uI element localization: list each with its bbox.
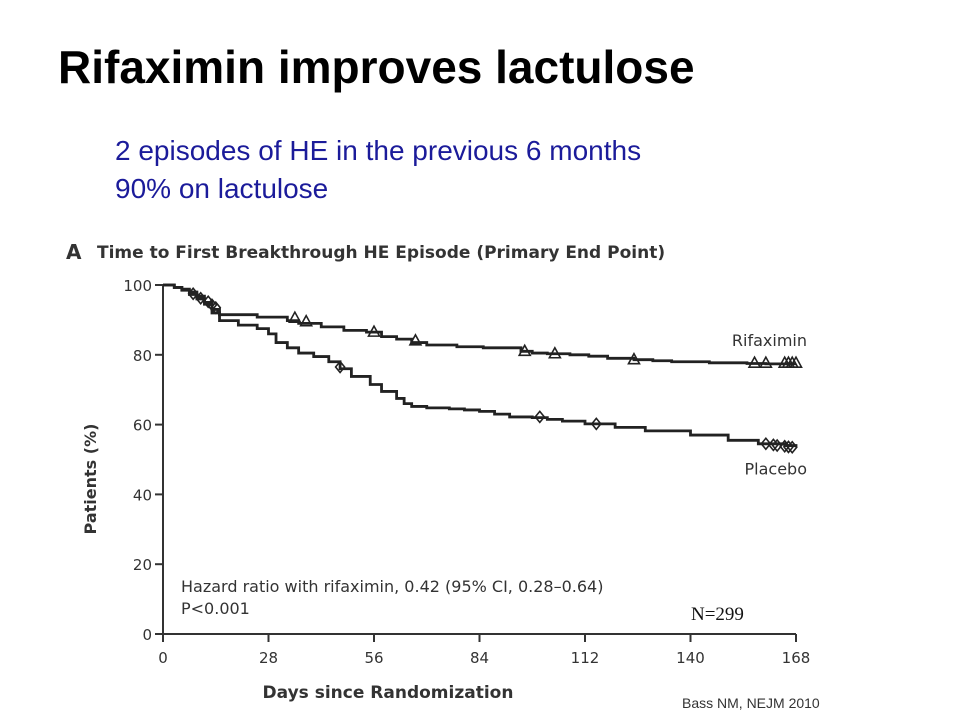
rifaximin-censor-mark <box>759 355 773 368</box>
series-layer: Rifaximin Placebo <box>163 283 807 478</box>
placebo-censor-mark <box>334 360 346 374</box>
rifaximin-censor-mark <box>367 324 381 337</box>
placebo-censor-mark <box>590 417 602 431</box>
rifaximin-censor-mark <box>548 346 562 359</box>
rifaximin-censor-mark <box>299 313 314 327</box>
rifaximin-censor-mark <box>789 355 803 368</box>
p-value-annotation: P<0.001 <box>181 599 250 618</box>
series-label-rifaximin: Rifaximin <box>732 331 807 350</box>
axes: 0 20 40 60 80 100 0 28 56 84 112 140 168 <box>123 277 810 667</box>
bullet-list: 2 episodes of HE in the previous 6 month… <box>115 132 641 208</box>
slide-title: Rifaximin improves lactulose <box>58 41 695 93</box>
rifaximin-censor-mark <box>627 352 641 365</box>
placebo-censor-mark <box>210 300 222 315</box>
placebo-censor-mark <box>779 439 791 454</box>
chart-title: Time to First Breakthrough HE Episode (P… <box>97 243 665 263</box>
x-tick-label: 28 <box>259 649 278 667</box>
placebo-censor-mark <box>786 440 798 455</box>
rifaximin-censor-mark <box>288 310 302 323</box>
y-tick-label: 60 <box>133 417 152 435</box>
x-tick-label: 0 <box>158 649 168 667</box>
panel-letter: A <box>66 240 82 264</box>
placebo-censor-mark <box>767 438 779 452</box>
placebo-censor-mark <box>771 438 783 453</box>
x-tick-label: 140 <box>676 649 705 667</box>
citation: Bass NM, NEJM 2010 <box>682 695 820 711</box>
placebo-censor-mark <box>760 437 772 451</box>
x-tick-label: 56 <box>364 649 383 667</box>
placebo-censor-mark <box>534 410 546 424</box>
placebo-censor-mark <box>187 286 199 301</box>
x-tick-label: 168 <box>782 649 811 667</box>
y-tick-label: 100 <box>123 277 152 295</box>
placebo-curve <box>163 283 798 448</box>
hazard-ratio-annotation: Hazard ratio with rifaximin, 0.42 (95% C… <box>181 577 603 596</box>
x-tick-label: 84 <box>470 649 489 667</box>
x-tick-label: 112 <box>571 649 600 667</box>
sample-size-label: N=299 <box>691 604 744 625</box>
y-tick-label: 80 <box>133 347 152 365</box>
bullet-item: 90% on lactulose <box>115 173 329 204</box>
rifaximin-censor-mark <box>517 343 532 357</box>
bullet-item: 2 episodes of HE in the previous 6 month… <box>115 135 642 166</box>
y-tick-label: 0 <box>142 626 152 644</box>
x-axis-label: Days since Randomization <box>263 683 514 703</box>
placebo-censor-mark <box>782 440 794 454</box>
y-axis-label: Patients (%) <box>81 424 100 535</box>
y-tick-label: 20 <box>133 556 152 574</box>
placebo-censor-mark <box>195 291 207 306</box>
rifaximin-censor-mark <box>747 355 762 368</box>
rifaximin-censor-mark <box>408 333 423 346</box>
series-label-placebo: Placebo <box>745 459 807 478</box>
y-tick-label: 40 <box>133 486 152 504</box>
